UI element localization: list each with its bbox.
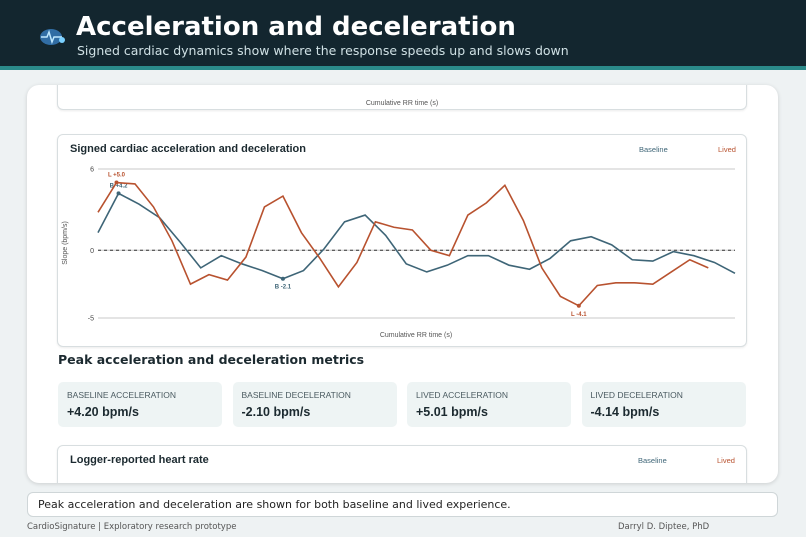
peak-label: B +4.2 [110,183,129,189]
metric-value: -2.10 bpm/s [241,405,311,419]
x-axis-label: Cumulative RR time (s) [365,100,439,107]
series-line [97,192,736,280]
footer-left: CardioSignature | Exploratory research p… [27,522,237,532]
previous-chart-card: Cumulative RR time (s) [57,85,747,110]
legend-entry: Baseline [638,456,667,465]
footer-right: Darryl D. Diptee, PhD [618,522,710,532]
heart-rate-card: Logger-reported heart rate Baseline Live… [57,445,747,483]
caption: Peak acceleration and deceleration are s… [27,492,778,517]
series-line [97,181,709,307]
metric-value: +4.20 bpm/s [67,405,139,419]
legend-entry: Baseline [639,145,668,154]
peak-point [576,303,581,308]
chart: Signed cardiac acceleration and decelera… [62,143,736,339]
legend-entry: Lived [718,145,736,154]
y-axis-label: Slope (bpm/s) [62,221,69,265]
page-title: Acceleration and deceleration [76,12,516,42]
header: Acceleration and deceleration Signed car… [0,0,806,70]
x-axis-label: Cumulative RR time (s) [380,332,452,339]
metric-value: -4.14 bpm/s [590,405,660,419]
metric-label: BASELINE ACCELERATION [67,390,176,400]
peak-label: L +5.0 [108,173,126,179]
peak-point [280,276,285,281]
metric-card: LIVED ACCELERATION +5.01 bpm/s [407,382,571,427]
metric-label: LIVED ACCELERATION [416,390,508,400]
peak-point [114,180,119,185]
metric-label: BASELINE DECELERATION [241,390,351,400]
chart-card: Signed cardiac acceleration and decelera… [57,134,747,347]
metric-card: LIVED DECELERATION -4.14 bpm/s [581,382,746,427]
peak-label: L -4.1 [571,312,587,318]
content-panel: Cumulative RR time (s) Signed cardiac ac… [27,85,778,483]
y-tick-label: -5 [88,316,94,323]
peak-label: B -2.1 [275,285,292,291]
metric-card: BASELINE DECELERATION -2.10 bpm/s [232,382,397,427]
y-tick-label: 6 [90,167,94,174]
metric-card: BASELINE ACCELERATION +4.20 bpm/s [58,382,222,427]
metric-label: LIVED DECELERATION [590,390,683,400]
card-title: Logger-reported heart rate [70,454,209,466]
logo-icon [40,29,65,45]
peak-point [116,191,121,196]
y-tick-label: 0 [90,248,94,255]
page-subtitle: Signed cardiac dynamics show where the r… [77,43,569,58]
chart-title: Signed cardiac acceleration and decelera… [70,143,306,155]
legend-entry: Lived [717,456,735,465]
section-title: Peak acceleration and deceleration metri… [58,352,365,367]
metric-value: +5.01 bpm/s [416,405,488,419]
